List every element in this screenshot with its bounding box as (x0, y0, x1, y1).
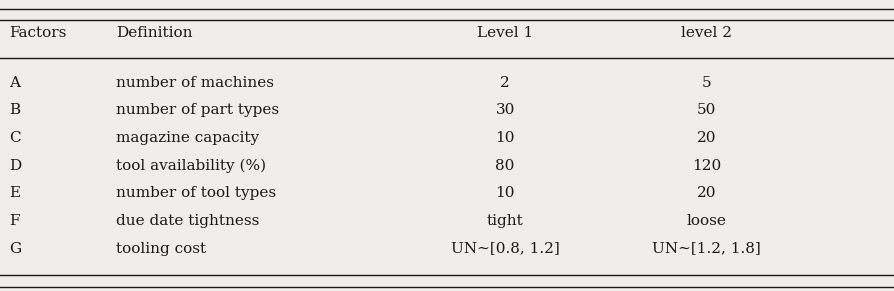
Text: Definition: Definition (116, 26, 193, 40)
Text: 20: 20 (696, 131, 716, 145)
Text: tool availability (%): tool availability (%) (116, 159, 266, 173)
Text: number of tool types: number of tool types (116, 186, 276, 200)
Text: 10: 10 (495, 186, 515, 200)
Text: number of part types: number of part types (116, 103, 279, 117)
Text: C: C (9, 131, 21, 145)
Text: 30: 30 (495, 103, 515, 117)
Text: E: E (9, 186, 20, 200)
Text: 20: 20 (696, 186, 716, 200)
Text: Factors: Factors (9, 26, 66, 40)
Text: 120: 120 (692, 159, 721, 173)
Text: tight: tight (486, 214, 524, 228)
Text: number of machines: number of machines (116, 76, 274, 90)
Text: A: A (9, 76, 20, 90)
Text: 80: 80 (495, 159, 515, 173)
Text: loose: loose (687, 214, 726, 228)
Text: due date tightness: due date tightness (116, 214, 259, 228)
Text: level 2: level 2 (680, 26, 732, 40)
Text: 10: 10 (495, 131, 515, 145)
Text: 50: 50 (696, 103, 716, 117)
Text: G: G (9, 242, 21, 255)
Text: F: F (9, 214, 20, 228)
Text: D: D (9, 159, 21, 173)
Text: 5: 5 (702, 76, 711, 90)
Text: B: B (9, 103, 20, 117)
Text: tooling cost: tooling cost (116, 242, 207, 255)
Text: UN∼[1.2, 1.8]: UN∼[1.2, 1.8] (652, 242, 761, 255)
Text: magazine capacity: magazine capacity (116, 131, 259, 145)
Text: 2: 2 (501, 76, 510, 90)
Text: Level 1: Level 1 (477, 26, 533, 40)
Text: UN∼[0.8, 1.2]: UN∼[0.8, 1.2] (451, 242, 560, 255)
